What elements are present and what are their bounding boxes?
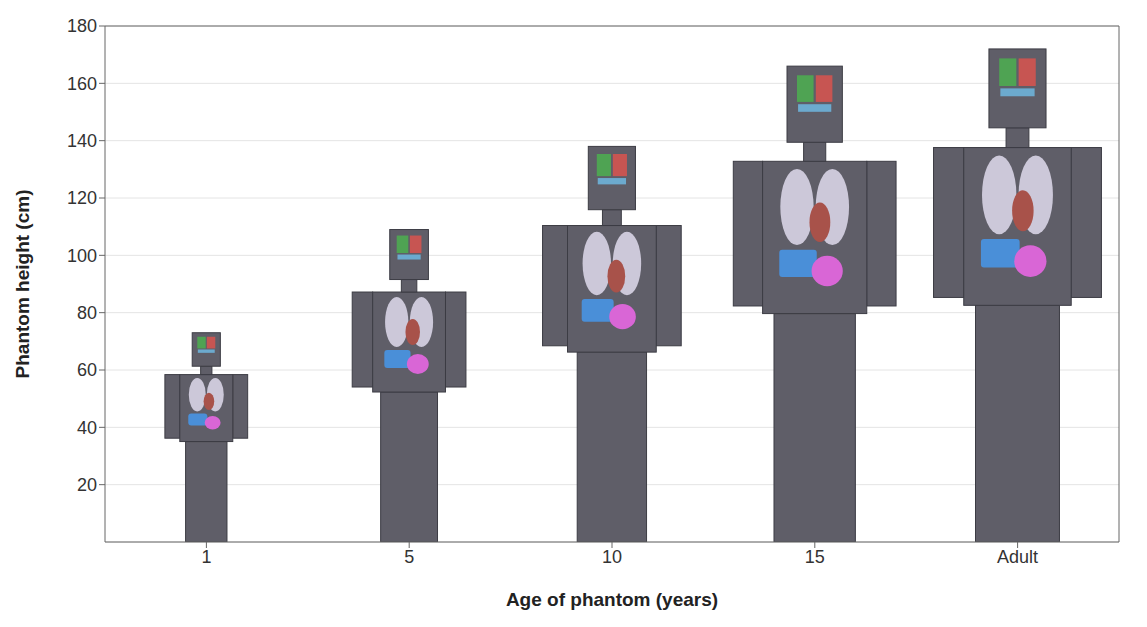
svg-text:Age of phantom (years): Age of phantom (years) [506,589,718,610]
svg-text:60: 60 [77,360,97,380]
svg-text:80: 80 [77,303,97,323]
svg-text:1: 1 [201,547,211,567]
svg-text:120: 120 [67,188,97,208]
svg-text:15: 15 [805,547,825,567]
svg-text:20: 20 [77,475,97,495]
svg-text:140: 140 [67,131,97,151]
svg-text:100: 100 [67,246,97,266]
svg-text:5: 5 [404,547,414,567]
svg-text:180: 180 [67,16,97,36]
svg-text:Phantom height (cm): Phantom height (cm) [12,190,33,379]
svg-text:10: 10 [602,547,622,567]
svg-text:160: 160 [67,74,97,94]
svg-text:40: 40 [77,418,97,438]
svg-text:Adult: Adult [997,547,1038,567]
